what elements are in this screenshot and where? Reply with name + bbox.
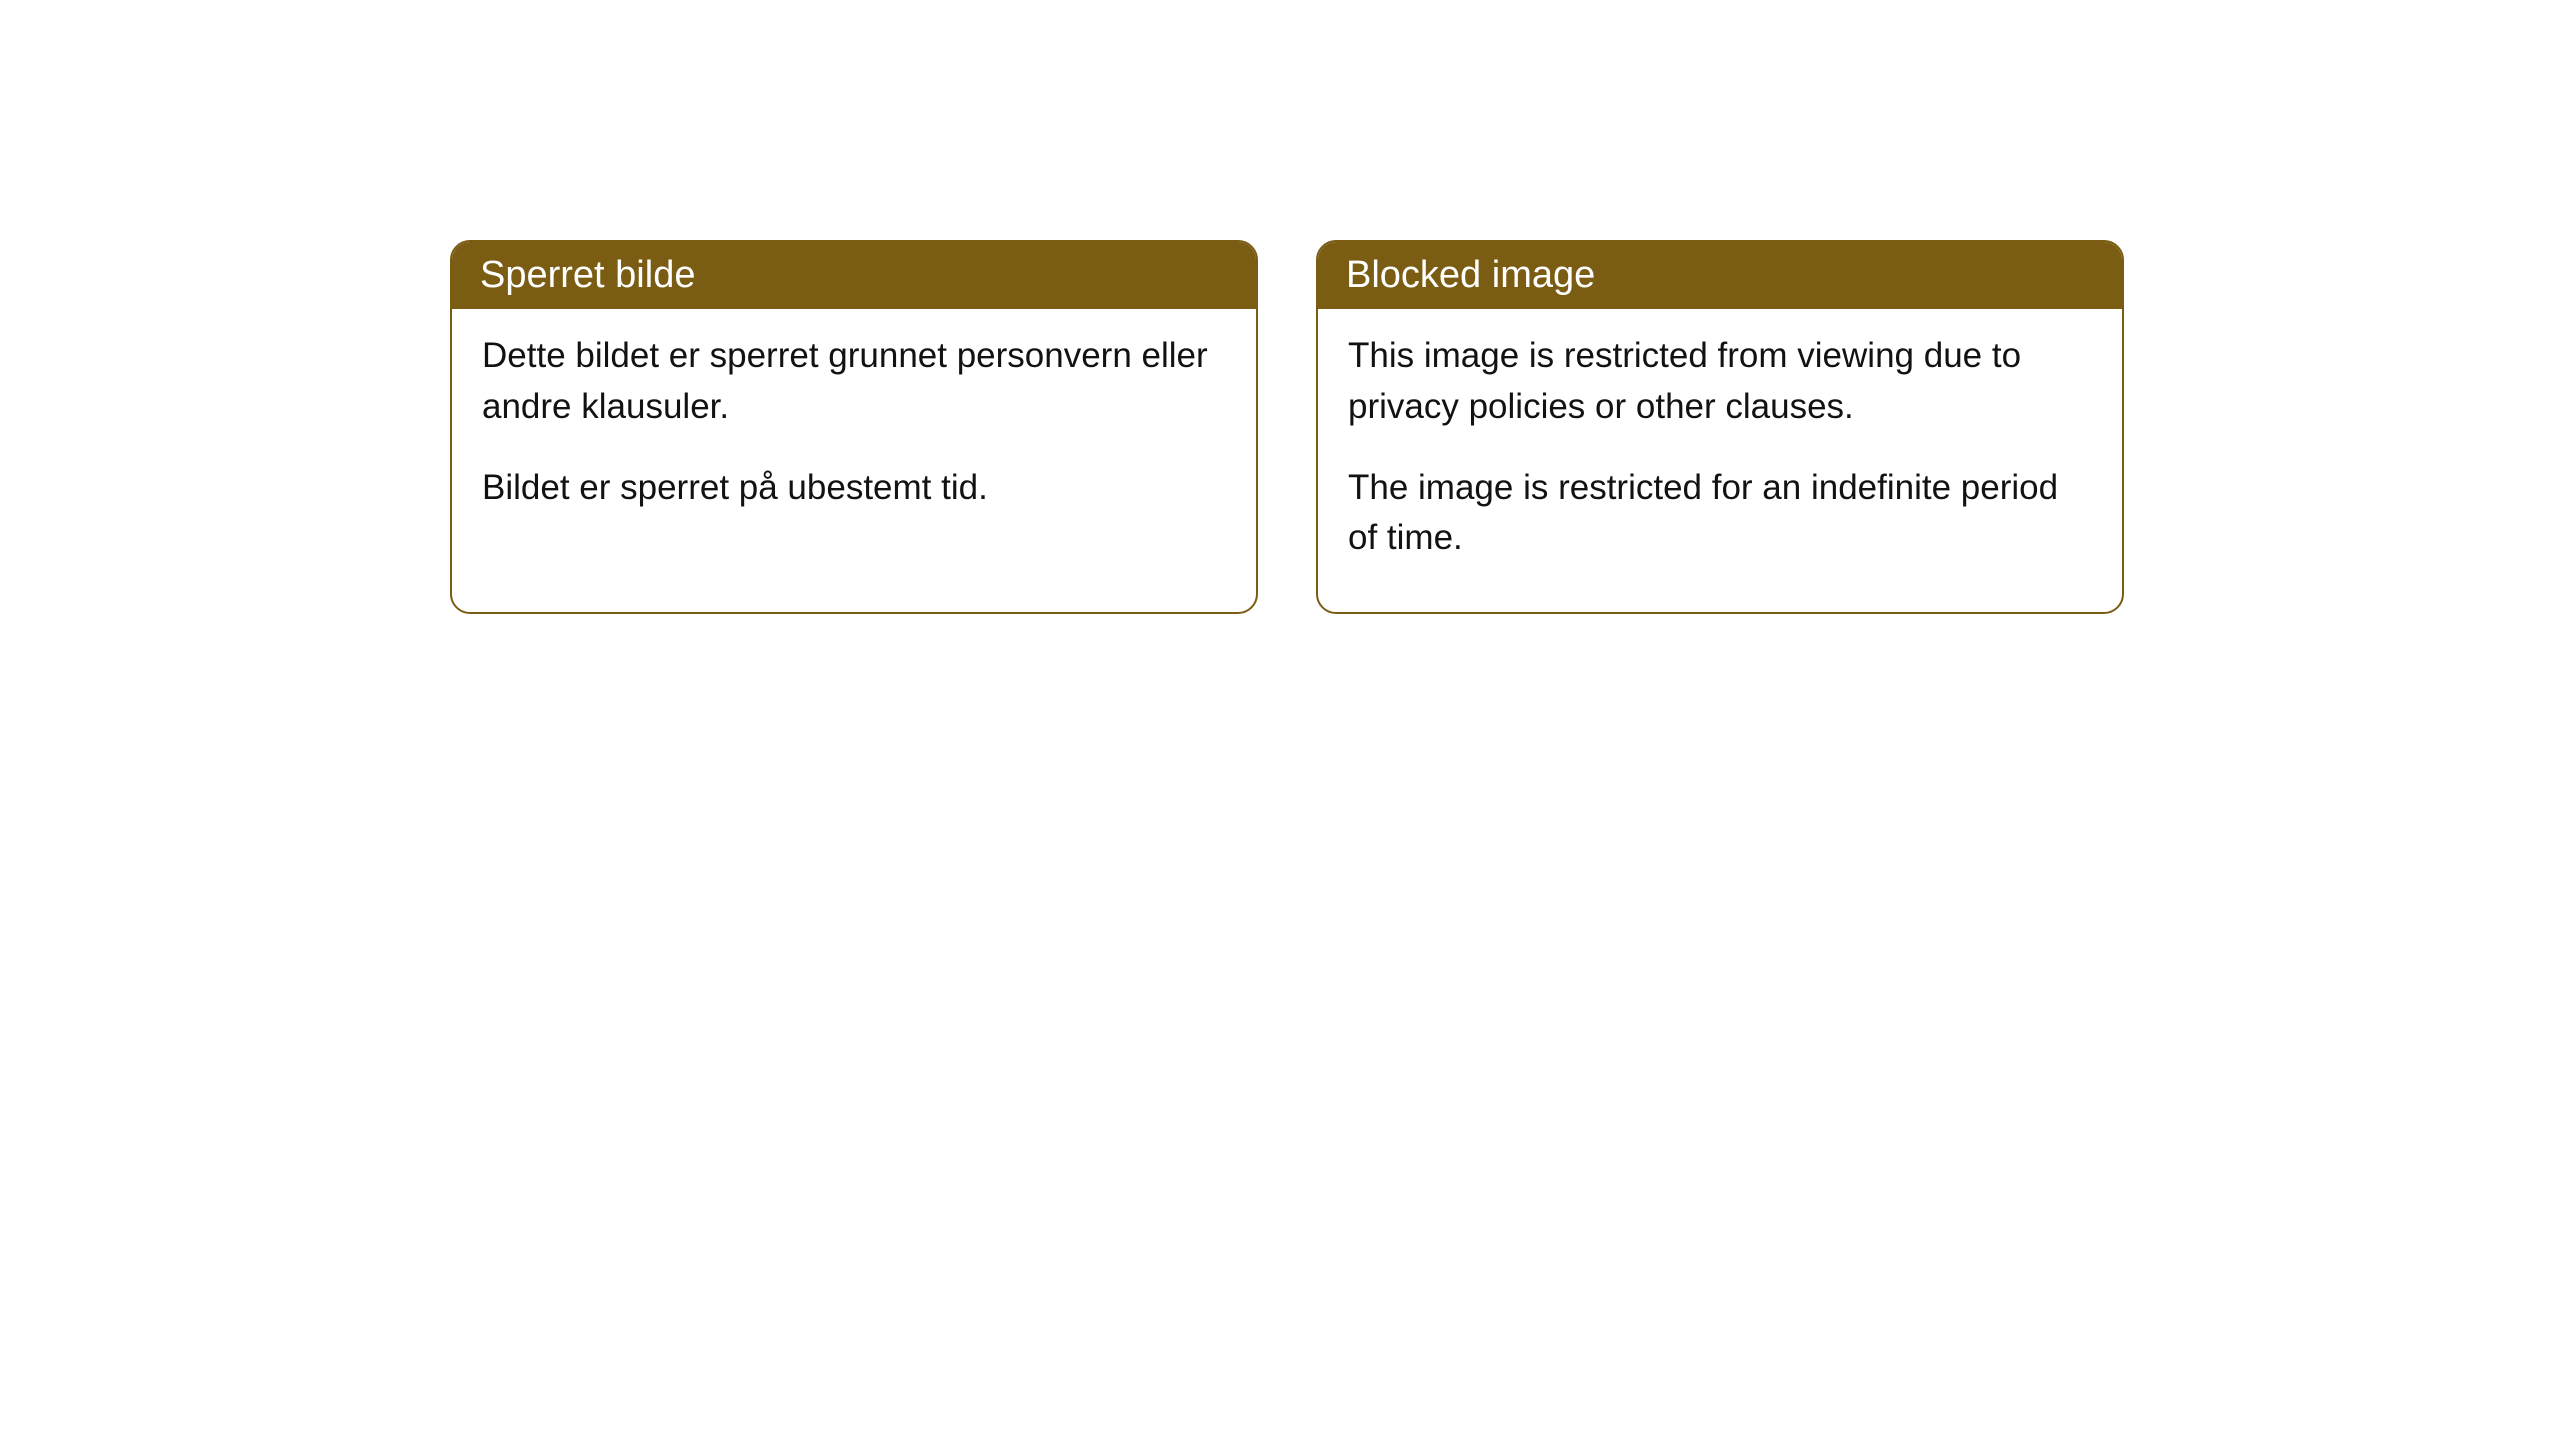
card-header-norwegian: Sperret bilde: [452, 242, 1256, 309]
card-paragraph-1-english: This image is restricted from viewing du…: [1348, 331, 2092, 433]
card-title-norwegian: Sperret bilde: [480, 254, 695, 296]
blocked-image-card-norwegian: Sperret bilde Dette bildet er sperret gr…: [450, 240, 1258, 614]
blocked-image-card-english: Blocked image This image is restricted f…: [1316, 240, 2124, 614]
card-paragraph-1-norwegian: Dette bildet er sperret grunnet personve…: [482, 331, 1226, 433]
card-paragraph-2-english: The image is restricted for an indefinit…: [1348, 463, 2092, 565]
card-header-english: Blocked image: [1318, 242, 2122, 309]
notice-container: Sperret bilde Dette bildet er sperret gr…: [450, 240, 2124, 614]
card-paragraph-2-norwegian: Bildet er sperret på ubestemt tid.: [482, 463, 1226, 514]
card-body-english: This image is restricted from viewing du…: [1318, 309, 2122, 612]
card-title-english: Blocked image: [1346, 254, 1595, 296]
card-body-norwegian: Dette bildet er sperret grunnet personve…: [452, 309, 1256, 561]
